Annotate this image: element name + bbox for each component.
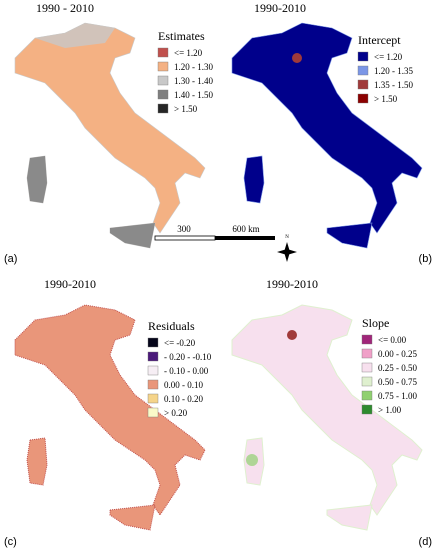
legend-label: > 0.20 <box>164 408 188 418</box>
panel-title: 1990-2010 <box>266 277 318 291</box>
legend-swatch <box>157 61 169 72</box>
legend-label: 1.20 - 1.30 <box>174 62 213 72</box>
legend-swatch <box>147 407 159 418</box>
panel-label: (d) <box>419 536 432 548</box>
panel-title: 1990 - 2010 <box>36 1 94 15</box>
legend-label: 0.25 - 0.50 <box>378 363 417 373</box>
panel-label: (a) <box>4 253 17 265</box>
legend-label: 0.10 - 0.20 <box>164 394 203 404</box>
legend-label: <= 1.20 <box>174 48 203 58</box>
legend-swatch <box>357 65 369 76</box>
map-a <box>14 22 206 249</box>
legend-label: <= 1.20 <box>374 52 403 62</box>
legend-label: 1.20 - 1.35 <box>374 66 413 76</box>
legend-swatch <box>157 89 169 100</box>
legend-swatch <box>357 79 369 90</box>
panel-label: (c) <box>4 536 17 548</box>
panel-title: 1990-2010 <box>44 277 96 291</box>
legend-label: - 0.20 - -0.10 <box>164 352 212 362</box>
legend-swatch <box>147 393 159 404</box>
legend-title: Residuals <box>148 319 195 333</box>
legend-title: Intercept <box>358 33 401 47</box>
legend-swatch <box>357 93 369 104</box>
legend-label: 1.40 - 1.50 <box>174 90 213 100</box>
legend-label: 1.30 - 1.40 <box>174 76 213 86</box>
panel-label: (b) <box>419 253 432 265</box>
panel-title: 1990-2010 <box>254 1 306 15</box>
legend-title: Slope <box>362 316 389 330</box>
legend-label: <= -0.20 <box>164 338 196 348</box>
legend-label: - 0.10 - 0.00 <box>164 366 209 376</box>
scale-bar: 300 600 km N <box>154 224 297 262</box>
legend-label: 0.50 - 0.75 <box>378 377 417 387</box>
legend-swatch <box>157 47 169 58</box>
legend-label: 1.35 - 1.50 <box>374 80 413 90</box>
legend-label: <= 0.00 <box>378 335 407 345</box>
legend-swatch <box>361 376 373 387</box>
map-d <box>231 304 423 531</box>
legend-title: Estimates <box>158 29 205 43</box>
legend-swatch <box>357 51 369 62</box>
north-label: N <box>285 235 289 240</box>
legend-label: 0.00 - 0.25 <box>378 349 417 359</box>
legend-swatch <box>147 337 159 348</box>
legend-swatch <box>157 103 169 114</box>
legend-swatch <box>147 351 159 362</box>
legend-label: > 1.00 <box>378 405 402 415</box>
legend-swatch <box>157 75 169 86</box>
legend-swatch <box>361 390 373 401</box>
legend-swatch <box>361 348 373 359</box>
legend-swatch <box>361 334 373 345</box>
scale-label: 600 km <box>232 224 259 234</box>
legend-swatch <box>147 365 159 376</box>
legend-swatch <box>361 404 373 415</box>
map-b <box>231 22 423 249</box>
legend-label: > 1.50 <box>174 104 198 114</box>
legend-label: > 1.50 <box>374 94 398 104</box>
scale-label: 300 <box>177 224 191 234</box>
legend-swatch <box>361 362 373 373</box>
legend-label: 0.75 - 1.00 <box>378 391 417 401</box>
legend-swatch <box>147 379 159 390</box>
legend-label: 0.00 - 0.10 <box>164 380 203 390</box>
